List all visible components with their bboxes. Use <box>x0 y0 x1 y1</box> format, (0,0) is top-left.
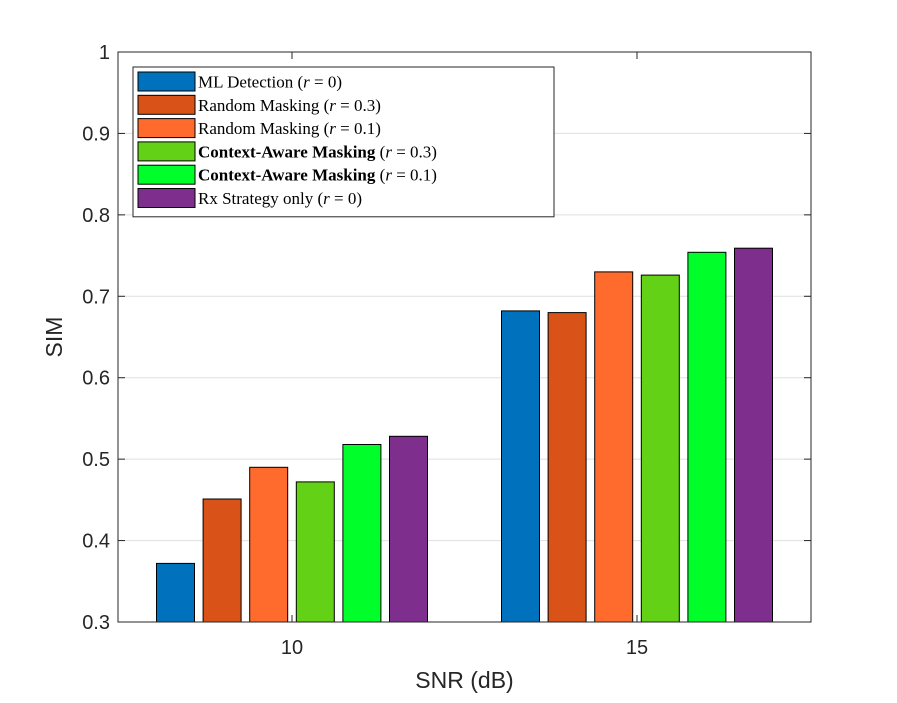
legend-swatch <box>137 164 196 185</box>
legend: ML Detection (r = 0) Random Masking (r = … <box>132 66 555 218</box>
bar-random-masking-r-0-1-15 <box>594 271 634 623</box>
bar-ml-detection-r-0-15 <box>501 310 540 623</box>
bar-rx-strategy-only-r-0-15 <box>734 247 773 623</box>
bar-random-masking-r-0-3-15 <box>547 312 587 623</box>
y-tick-label: 0.9 <box>82 123 110 145</box>
x-tick-label: 10 <box>281 637 303 659</box>
bar-context-aware-masking-r-0-3-10 <box>295 481 335 623</box>
bar-random-masking-r-0-3-10 <box>202 498 242 623</box>
y-axis-label: SIM <box>41 317 67 358</box>
legend-swatch <box>137 188 196 208</box>
x-axis-label: SNR (dB) <box>415 667 513 693</box>
y-tick-label: 0.6 <box>82 368 110 390</box>
legend-entry-label: Context-Aware Masking (r = 0.3) <box>198 142 437 161</box>
bar-context-aware-masking-r-0-1-15 <box>687 251 727 623</box>
bar-context-aware-masking-r-0-1-10 <box>342 444 382 623</box>
legend-entry-label: ML Detection (r = 0) <box>198 73 342 92</box>
axes-box <box>117 51 812 623</box>
y-tick-label: 0.7 <box>82 286 110 308</box>
bar-rx-strategy-only-r-0-10 <box>389 435 428 623</box>
legend-swatch <box>137 118 196 139</box>
legend-swatch <box>137 94 196 115</box>
legend-entry-label: Random Masking (r = 0.1) <box>198 119 381 138</box>
bars <box>156 247 773 623</box>
legend-entry-label: Rx Strategy only (r = 0) <box>198 189 362 208</box>
bar-ml-detection-r-0-10 <box>156 562 195 623</box>
legend-box <box>132 66 555 218</box>
y-tick-label: 1 <box>99 42 110 64</box>
y-tick-label: 0.3 <box>82 612 110 634</box>
y-tick-label: 0.8 <box>82 205 110 227</box>
bar-random-masking-r-0-1-10 <box>249 466 289 623</box>
y-tick-label: 0.5 <box>82 449 110 471</box>
y-tick-label: 0.4 <box>82 531 110 553</box>
legend-swatch <box>137 71 196 92</box>
legend-swatch <box>137 141 196 162</box>
legend-entry-label: Context-Aware Masking (r = 0.1) <box>198 166 437 185</box>
legend-entry-label: Random Masking (r = 0.3) <box>198 96 381 115</box>
bar-context-aware-masking-r-0-3-15 <box>640 274 680 623</box>
axis-ticks: 0.3 0.4 0.5 0.6 0.7 0.8 0.9 1 10 15 <box>82 42 811 659</box>
x-tick-label: 15 <box>626 637 648 659</box>
